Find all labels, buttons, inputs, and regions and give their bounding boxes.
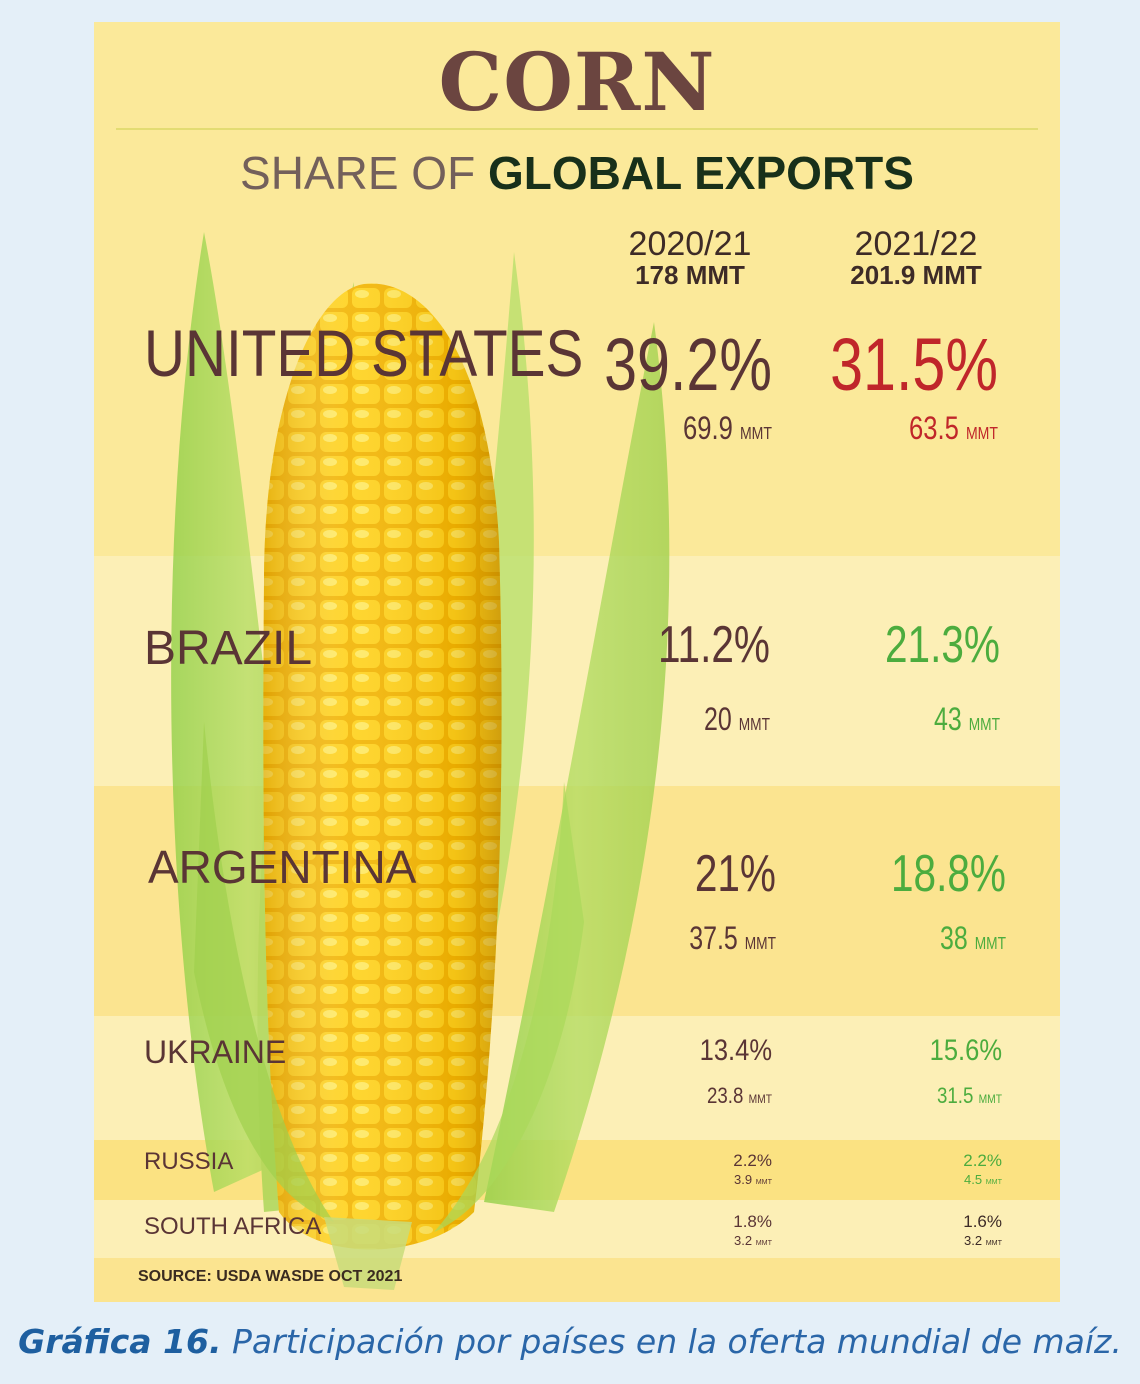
country-south-africa: SOUTH AFRICA [144,1213,322,1240]
share-argentina-2020-21: 21% [694,845,776,903]
volume-value: 4.5 [964,1172,983,1187]
column-year-2020-21: 2020/21 [628,225,752,263]
share-ukraine-2021-22: 15.6% [929,1034,1002,1067]
volume-russia-2021-22: 4.5 MMT [702,1173,1002,1186]
share-united-states-2020-21: 39.2% [604,323,772,406]
column-year-2021-22: 2021/22 [854,225,978,263]
volume-unit: MMT [755,1239,772,1247]
volume-unit: MMT [985,1178,1002,1186]
subtitle-light: SHARE OF [240,147,476,199]
share-brazil-2020-21: 11.2% [657,616,770,674]
country-argentina: ARGENTINA [148,841,417,893]
band-source [94,1258,1060,1302]
column-total-2020-21: 178 MMT [635,260,745,290]
volume-south-africa-2021-22: 3.2 MMT [702,1234,1002,1247]
volume-value: 63.5 [909,410,959,446]
volume-value: 43 [934,701,962,737]
volume-unit: MMT [985,1239,1002,1247]
volume-value: 69.9 [683,410,733,446]
share-brazil-2021-22: 21.3% [884,616,1000,674]
volume-unit: MMT [738,714,770,734]
volume-unit: MMT [965,423,998,443]
volume-argentina-2020-21: 37.5 MMT [542,922,776,954]
volume-unit: MMT [748,1092,772,1106]
share-ukraine-2020-21: 13.4% [699,1034,772,1067]
volume-value: 3.2 [734,1233,753,1248]
volume-value: 37.5 [689,920,738,956]
chart-subtitle: SHARE OF GLOBAL EXPORTS [94,150,1060,196]
share-russia-2020-21: 2.2% [733,1151,772,1170]
caption-label: Gráfica 16. [18,1322,222,1361]
volume-brazil-2020-21: 20 MMT [536,703,770,735]
volume-unit: MMT [974,933,1006,953]
share-russia-2021-22: 2.2% [963,1151,1002,1170]
volume-brazil-2021-22: 43 MMT [766,703,1000,735]
share-south-africa-2021-22: 1.6% [963,1212,1002,1231]
volume-unit: MMT [978,1092,1002,1106]
volume-united-states-2021-22: 63.5 MMT [758,412,998,444]
band-south-africa [94,1200,1060,1258]
infographic-panel: CORN SHARE OF GLOBAL EXPORTS 2020/21 178… [94,22,1060,1302]
volume-value: 3.9 [734,1172,753,1187]
country-russia: RUSSIA [144,1148,234,1175]
volume-unit: MMT [755,1178,772,1186]
source-note: SOURCE: USDA WASDE OCT 2021 [138,1268,403,1285]
title-divider [116,128,1038,130]
volume-value: 20 [704,701,732,737]
country-ukraine: UKRAINE [144,1034,287,1070]
band-united-states [94,22,1060,556]
chart-title: CORN [438,35,716,129]
corn-cob-illustration [171,232,670,1290]
volume-unit: MMT [739,423,772,443]
figure-caption: Gráfica 16. Participación por países en … [0,1325,1140,1358]
volume-value: 31.5 [936,1083,974,1108]
share-south-africa-2020-21: 1.8% [733,1212,772,1231]
volume-south-africa-2020-21: 3.2 MMT [472,1234,772,1247]
subtitle-bold: GLOBAL EXPORTS [487,147,914,199]
volume-value: 23.8 [706,1083,744,1108]
volume-united-states-2020-21: 69.9 MMT [532,412,772,444]
volume-unit: MMT [968,714,1000,734]
country-united-states: UNITED STATES [144,316,584,390]
volume-unit: MMT [744,933,776,953]
column-total-2021-22: 201.9 MMT [850,260,982,290]
volume-russia-2020-21: 3.9 MMT [472,1173,772,1186]
country-brazil: BRAZIL [144,622,313,675]
volume-argentina-2021-22: 38 MMT [772,922,1006,954]
share-argentina-2021-22: 18.8% [890,845,1006,903]
volume-ukraine-2020-21: 23.8 MMT [517,1085,772,1107]
volume-ukraine-2021-22: 31.5 MMT [747,1085,1002,1107]
volume-value: 38 [940,920,968,956]
volume-value: 3.2 [964,1233,983,1248]
share-united-states-2021-22: 31.5% [830,323,998,406]
caption-text: Participación por países en la oferta mu… [232,1322,1122,1361]
